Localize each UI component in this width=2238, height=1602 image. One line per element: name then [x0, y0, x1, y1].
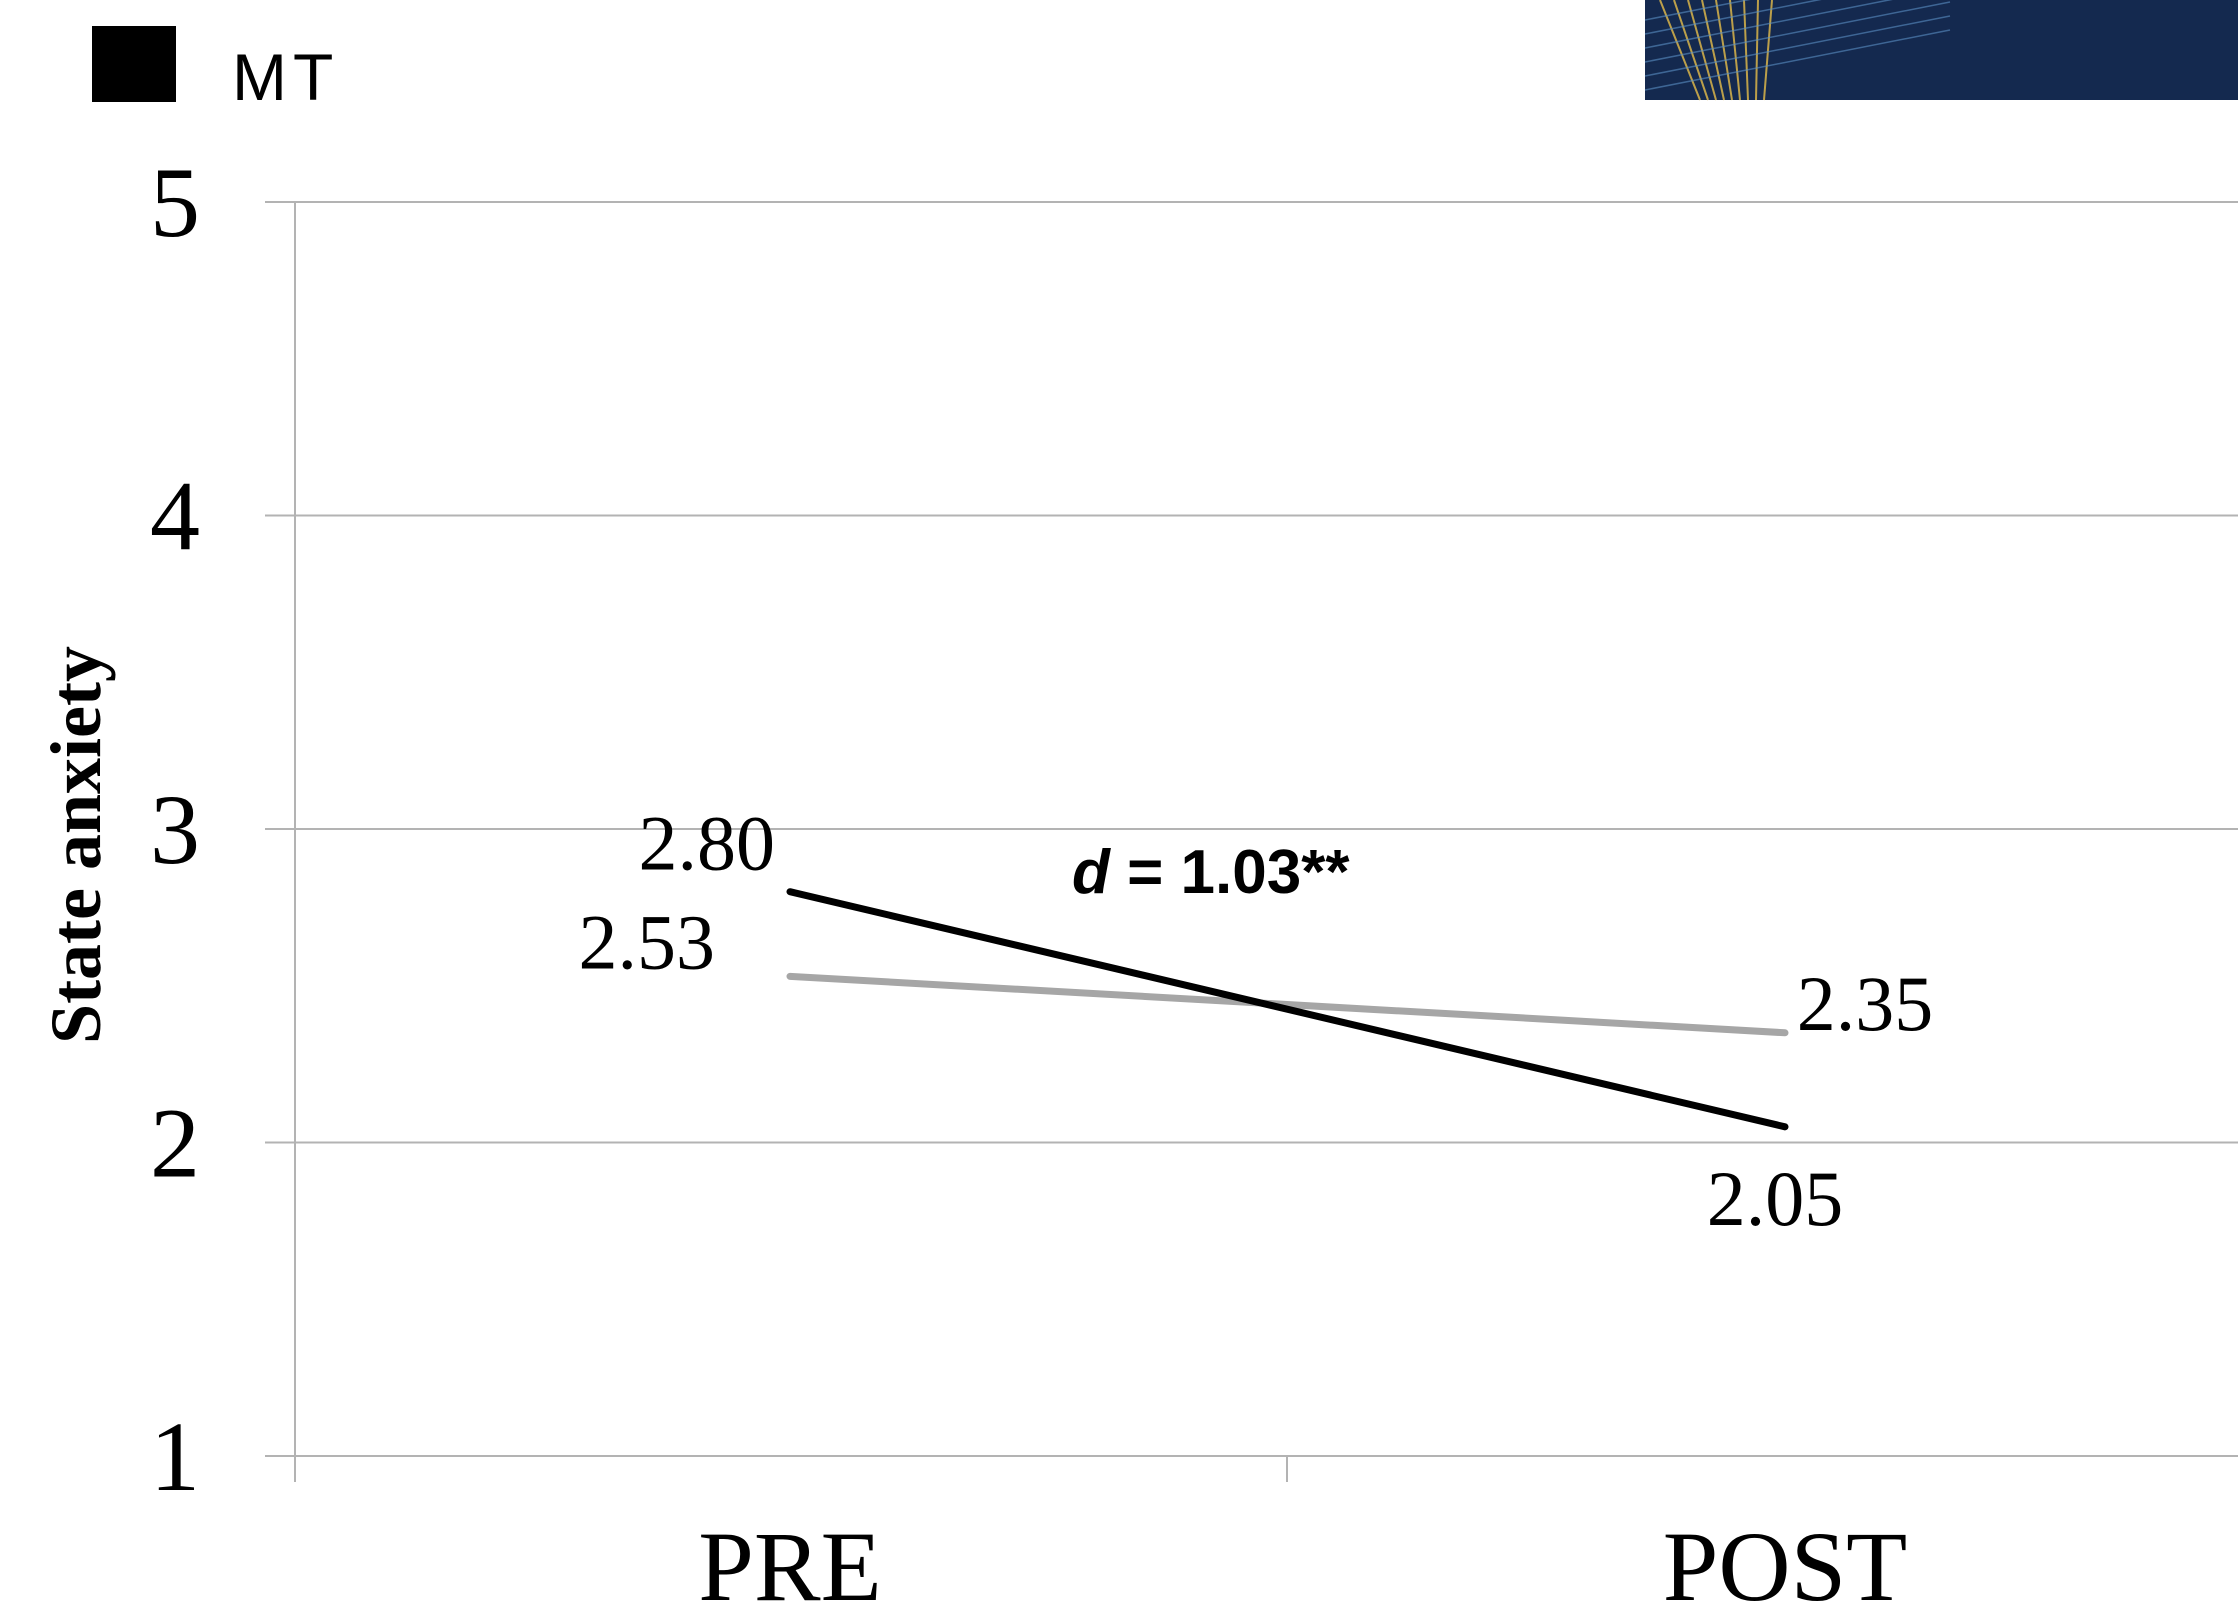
- banner-background: [1645, 0, 2238, 100]
- y-tick-label: 1: [150, 1401, 200, 1512]
- banner-lines: [1644, 0, 1951, 101]
- series-line-comparison: [786, 972, 1789, 1037]
- banner-decoration: [1644, 0, 2238, 101]
- y-tick-labels: 1 2 3 4 5: [150, 147, 200, 1512]
- data-label: 2.35: [1797, 960, 1934, 1047]
- banner-gold-line: [1701, 0, 1725, 101]
- x-tick-label-post: POST: [1663, 1511, 1908, 1602]
- series-line-mt: [786, 888, 1789, 1131]
- y-tick-label: 3: [150, 774, 200, 885]
- data-label: 2.80: [639, 800, 776, 887]
- banner-gold-line: [1687, 0, 1717, 101]
- axes: [294, 202, 1288, 1482]
- y-axis-label: State anxiety: [36, 646, 116, 1044]
- legend-swatch-mt: [92, 26, 176, 102]
- legend: MT: [92, 26, 339, 114]
- banner-blue-line: [1644, 0, 1893, 49]
- legend-label-mt: MT: [232, 40, 339, 114]
- y-tick-label: 2: [150, 1088, 200, 1199]
- data-labels: 2.80 2.05 2.53 2.35: [579, 800, 1934, 1242]
- data-label: 2.53: [579, 898, 716, 985]
- y-tick-label: 4: [150, 461, 200, 572]
- banner-gold-line: [1743, 0, 1749, 101]
- effect-size-value: = 1.03**: [1110, 838, 1350, 907]
- banner-blue-line: [1644, 29, 1951, 91]
- banner-blue-line: [1644, 15, 1951, 77]
- banner-gold-line: [1673, 0, 1709, 101]
- x-tick-label-pre: PRE: [698, 1511, 881, 1602]
- banner-gold-line: [1763, 0, 1773, 101]
- banner-gold-line: [1715, 0, 1733, 101]
- gridlines: [265, 201, 2238, 1457]
- banner-blue-line: [1644, 1, 1951, 63]
- banner-blue-line: [1644, 0, 1751, 21]
- series-lines: [786, 888, 1789, 1131]
- banner-gold-line: [1659, 0, 1701, 101]
- effect-size-symbol: d: [1072, 838, 1111, 907]
- banner-blue-line: [1644, 0, 1822, 35]
- data-label: 2.05: [1707, 1155, 1844, 1242]
- effect-size-annotation: d = 1.03**: [1072, 838, 1350, 907]
- y-tick-label: 5: [150, 147, 200, 258]
- x-tick-labels: PRE POST: [698, 1511, 1907, 1602]
- banner-gold-line: [1755, 0, 1759, 101]
